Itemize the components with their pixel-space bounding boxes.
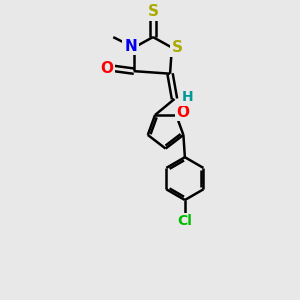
Text: Cl: Cl: [177, 214, 192, 228]
Text: S: S: [148, 4, 158, 19]
Text: N: N: [124, 38, 137, 53]
Text: O: O: [100, 61, 113, 76]
Text: S: S: [172, 40, 183, 55]
Text: O: O: [176, 105, 189, 120]
Text: H: H: [182, 91, 194, 104]
